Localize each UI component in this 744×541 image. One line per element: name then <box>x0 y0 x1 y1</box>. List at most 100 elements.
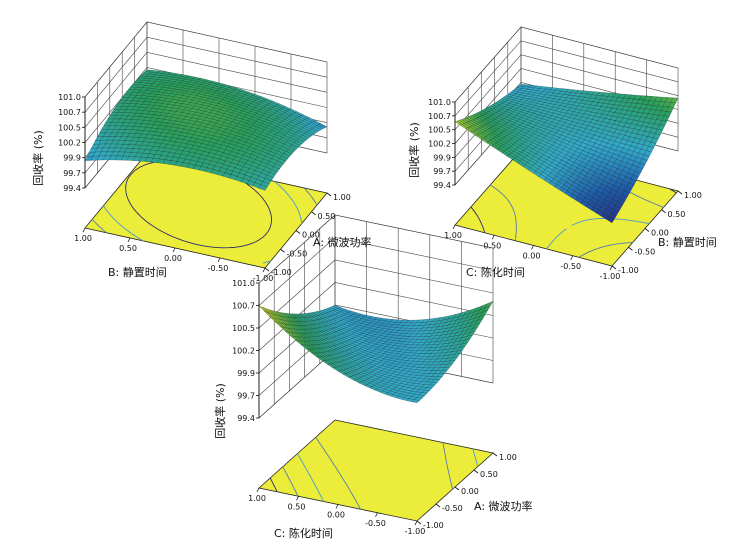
x-tick-mark <box>326 192 332 197</box>
z-tick-label: 99.9 <box>63 154 81 163</box>
y-tick-mark <box>82 227 86 233</box>
y-tick-label: 0.00 <box>523 252 541 261</box>
z-tick-labels: 99.4 99.7 99.9 100.2 100.5 100.7 101.0 <box>428 98 455 190</box>
y-axis-title: C: 陈化时间 <box>274 526 333 540</box>
x-tick-label: 0.00 <box>461 487 479 496</box>
wall-gridline <box>84 67 328 143</box>
x-tick-label: -0.50 <box>287 249 308 258</box>
surface-facet <box>606 215 615 224</box>
contour-line <box>578 242 633 258</box>
y-tick-mark <box>452 224 456 230</box>
contour-line <box>296 448 479 502</box>
z-tick-label: 100.2 <box>428 140 451 149</box>
z-tick-label: 100.7 <box>232 302 255 311</box>
x-tick-label: -0.50 <box>635 247 656 256</box>
x-tick-mark <box>628 246 633 251</box>
y-tick-label: 0.00 <box>327 511 345 520</box>
x-tick-label: 0.50 <box>668 210 686 219</box>
z-axis-title: 回收率 (%) <box>407 122 421 178</box>
x-tick-labels: -1.00-0.500.000.501.00 <box>264 192 351 277</box>
z-tick-label: 99.7 <box>433 167 451 176</box>
x-tick-mark <box>280 248 285 253</box>
x-axis-title: A: 微波功率 <box>474 499 533 513</box>
wall-gridline <box>454 40 679 117</box>
z-tick-label: 99.9 <box>237 369 255 378</box>
contour-line <box>315 437 454 510</box>
x-tick-mark <box>611 265 617 270</box>
wall-gridline <box>84 36 328 113</box>
x-tick-mark <box>661 209 666 214</box>
x-tick-labels: -1.00 -0.50 0.000.501.00 <box>416 452 517 530</box>
y-tick-labels: -1.00 -0.50 0.00 0.50 1.00 <box>248 487 425 536</box>
x-tick-mark <box>677 190 683 195</box>
wall-gridline <box>258 259 494 329</box>
z-tick-label: 99.4 <box>433 181 451 190</box>
x-tick-mark <box>473 469 479 474</box>
wall-gridline <box>258 214 494 284</box>
floor-contour <box>258 419 494 522</box>
y-tick-mark <box>217 257 221 263</box>
x-tick-label: -0.50 <box>442 504 463 513</box>
response-surface <box>258 300 494 404</box>
wall-gridline <box>454 54 679 130</box>
y-tick-label: 1.00 <box>444 231 462 240</box>
z-tick-label: 100.7 <box>58 108 81 117</box>
z-tick-label: 101.0 <box>428 98 451 107</box>
x-tick-label: 0.00 <box>651 229 669 238</box>
z-tick-label: 99.9 <box>433 153 451 162</box>
surface-facet <box>411 399 420 404</box>
x-tick-label: -1.00 <box>271 268 292 277</box>
y-tick-mark <box>531 245 534 250</box>
z-axis-title: 回收率 (%) <box>213 383 227 439</box>
y-tick-mark <box>414 520 418 526</box>
contour-line <box>103 180 303 264</box>
x-tick-label: 1.00 <box>684 191 702 200</box>
x-axis-title: A: 微波功率 <box>313 235 372 249</box>
y-tick-label: -0.50 <box>560 262 581 271</box>
contour-line <box>470 188 677 233</box>
y-axis-title: C: 陈化时间 <box>466 265 525 279</box>
x-axis-title: B: 静置时间 <box>658 235 717 249</box>
x-tick-mark <box>435 503 441 508</box>
y-tick-mark <box>570 255 574 260</box>
y-tick-mark <box>262 267 266 273</box>
z-tick-label: 100.5 <box>428 126 451 135</box>
y-tick-mark <box>335 504 339 509</box>
x-tick-mark <box>295 230 301 234</box>
wall-gridline <box>454 26 679 103</box>
y-tick-label: 0.00 <box>164 254 182 263</box>
z-tick-label: 100.7 <box>428 112 451 121</box>
y-tick-mark <box>296 496 299 501</box>
x-tick-label: 0.50 <box>480 470 498 479</box>
y-tick-label: 0.50 <box>288 502 306 511</box>
back-walls <box>258 214 494 419</box>
y-tick-label: -0.50 <box>365 519 386 528</box>
y-tick-label: -1.00 <box>600 272 621 281</box>
x-tick-label: 1.00 <box>499 453 517 462</box>
wall-gridline <box>84 21 328 98</box>
x-tick-mark <box>454 486 460 491</box>
z-tick-label: 99.7 <box>63 169 81 178</box>
z-tick-label: 100.5 <box>58 123 81 132</box>
y-axis-title: B: 静置时间 <box>108 265 167 279</box>
z-tick-labels: 99.4 99.7 99.9 100.2 100.5 100.7 101.0 <box>58 93 85 193</box>
z-tick-label: 99.4 <box>237 414 255 423</box>
y-tick-mark <box>491 235 495 240</box>
y-tick-label: -0.50 <box>208 264 229 273</box>
y-tick-mark <box>127 237 131 243</box>
x-tick-mark <box>644 228 650 232</box>
response-surface <box>84 69 328 191</box>
z-tick-label: 101.0 <box>232 279 255 288</box>
contour-line <box>91 187 318 234</box>
y-tick-label: 0.50 <box>483 241 501 250</box>
wall-gridline <box>258 237 494 306</box>
x-tick-mark <box>416 520 422 525</box>
z-tick-labels: 99.4 99.7 99.9 100.2 100.5 100.7 101.0 <box>232 279 259 423</box>
y-tick-mark <box>256 487 260 493</box>
z-tick-label: 99.7 <box>237 392 255 401</box>
surface-plot-ac: 99.499.799.9100.2100.5100.7101.0-1.00-0.… <box>213 214 533 540</box>
x-tick-mark <box>264 267 270 272</box>
z-tick-label: 100.2 <box>58 139 81 148</box>
x-tick-label: -1.00 <box>423 521 444 530</box>
